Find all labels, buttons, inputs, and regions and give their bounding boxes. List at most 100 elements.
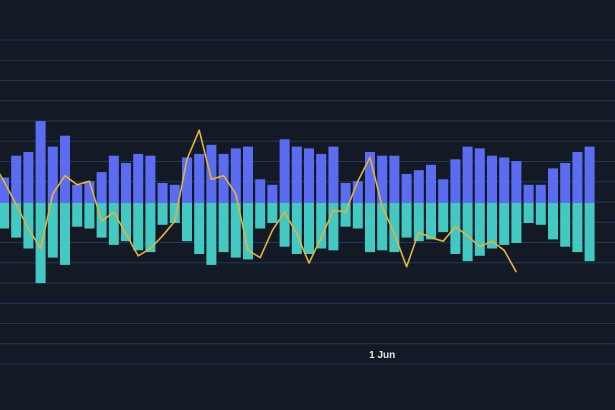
bar-negative [450,203,461,254]
bar-negative [23,203,34,249]
bar-positive [291,146,302,203]
bar-positive [206,144,217,203]
bar-positive [340,183,351,203]
bar-positive [304,148,314,203]
bar-positive [365,152,375,203]
bar-negative [548,203,558,240]
bar-negative [523,203,534,223]
bar-positive [401,173,412,203]
bar-positive [218,153,229,203]
bar-positive [230,148,241,203]
bar-positive [499,157,510,203]
bar-negative [255,203,266,229]
bar-positive [121,163,131,203]
bar-positive [511,161,522,203]
bar-negative [11,203,22,238]
bar-positive [316,153,327,203]
bar-negative [157,203,168,225]
bar-negative [511,203,522,243]
bar-negative [206,203,217,265]
bar-negative [194,203,205,254]
bar-positive [23,152,34,203]
bar-negative [169,203,180,223]
bar-positive [377,155,388,203]
bar-positive [560,163,571,203]
bar-positive [157,183,168,203]
bar-positive [47,146,58,203]
bar-positive [328,146,339,203]
bar-negative [426,203,436,240]
bar-positive [169,184,180,203]
bar-positive [548,168,558,203]
bar-negative [84,203,95,229]
bar-negative [108,203,119,245]
bar-positive [462,146,473,203]
bar-positive [389,155,400,203]
bar-negative [133,203,144,251]
bar-negative [0,203,9,229]
bar-negative [279,203,290,247]
positive-bars [0,121,595,203]
bar-negative [377,203,388,251]
bar-negative [291,203,302,254]
negative-bars [0,203,595,284]
bar-negative [438,203,449,233]
bar-negative [230,203,241,258]
bar-negative [60,203,70,265]
bar-positive [72,184,83,203]
bar-positive [0,177,9,203]
bar-positive [35,121,46,203]
bar-negative [474,203,485,256]
bar-negative [218,203,229,253]
bar-positive [438,179,449,203]
bar-negative [340,203,351,227]
bar-positive [523,184,534,203]
line-path [0,129,518,273]
bar-positive [584,146,595,203]
bar-negative [535,203,546,225]
bar-negative [267,203,278,223]
bar-negative [182,203,192,242]
bar-negative [462,203,473,262]
x-tick-label: 1 Jun [369,350,395,361]
bar-negative [365,203,375,253]
bar-negative [145,203,156,253]
bar-positive [352,181,363,203]
bar-negative [584,203,595,262]
bar-negative [560,203,571,247]
bar-negative [499,203,510,245]
bar-negative [304,203,314,254]
bar-negative [413,203,424,242]
bar-negative [352,203,363,229]
bar-negative [487,203,497,249]
bar-positive [194,153,205,203]
bar-negative [243,203,253,260]
bar-positive [267,184,278,203]
bar-positive [108,155,119,203]
bar-positive [426,164,436,203]
bar-positive [474,148,485,203]
bar-negative [401,203,412,238]
line-series [0,129,518,273]
bar-positive [535,184,546,203]
bar-positive [96,172,107,203]
bar-positive [572,152,583,203]
bar-negative [572,203,583,253]
bar-positive [255,179,266,203]
x-axis-ticks: 1 Jun1 Jul [369,350,395,361]
bar-positive [133,153,144,203]
bar-positive [11,155,22,203]
bar-positive [450,159,461,203]
bar-positive [84,181,95,203]
bar-negative [72,203,83,227]
bar-positive [487,155,497,203]
bar-positive [145,155,156,203]
bar-negative [389,203,400,253]
bar-negative [328,203,339,251]
bar-positive [182,157,192,203]
bar-negative [35,203,46,284]
bar-positive [243,146,253,203]
bar-positive [279,139,290,203]
bar-positive [60,135,70,203]
